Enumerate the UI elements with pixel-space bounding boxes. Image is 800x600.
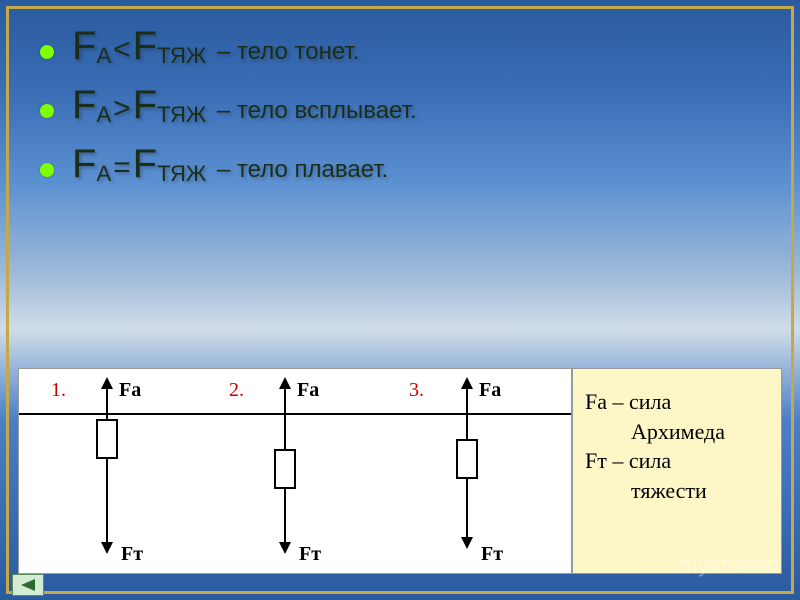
- rule-3-text: FА=FТЯЖ – тело плавает.: [72, 142, 388, 187]
- ft-sub: ТЯЖ: [157, 162, 206, 187]
- op: >: [111, 92, 133, 125]
- legend-ft-2: тяжести: [585, 476, 769, 506]
- legend-panel: Fa – сила Архимеда Fт – сила тяжести: [572, 368, 782, 574]
- bullet-icon: [40, 45, 54, 59]
- bullet-icon: [40, 104, 54, 118]
- fa-symbol: F: [72, 142, 96, 186]
- fa-symbol: F: [72, 24, 96, 68]
- ft-sub: ТЯЖ: [157, 102, 206, 127]
- arrow-up-icon: [461, 377, 473, 389]
- triangle-left-icon: [21, 579, 35, 591]
- bullet-icon: [40, 163, 54, 177]
- rule-desc: – тело всплывает.: [206, 97, 416, 124]
- ft-symbol: F: [133, 142, 157, 186]
- fa-symbol: F: [72, 83, 96, 127]
- bottom-panel: 1.FaFт2.FaFт3.FaFт Fa – сила Архимеда Fт…: [18, 368, 782, 574]
- rule-desc: – тело плавает.: [206, 156, 388, 183]
- back-button[interactable]: [12, 574, 44, 596]
- watermark-text: myshared: [679, 552, 780, 578]
- rule-3: FА=FТЯЖ – тело плавает.: [40, 142, 760, 187]
- ft-arrow-line: [466, 479, 468, 539]
- rule-1: FА<FТЯЖ – тело тонет.: [40, 24, 760, 69]
- ft-symbol: F: [133, 83, 157, 127]
- rule-2-text: FА>FТЯЖ – тело всплывает.: [72, 83, 417, 128]
- ft-symbol: F: [133, 24, 157, 68]
- arrow-down-icon: [461, 537, 473, 549]
- force-diagram: 1.FaFт2.FaFт3.FaFт: [18, 368, 572, 574]
- legend-fa-1: Fa – сила: [585, 387, 769, 417]
- floating-body: [456, 439, 478, 479]
- op: <: [111, 33, 133, 66]
- rule-desc: – тело тонет.: [206, 38, 359, 65]
- rules-block: FА<FТЯЖ – тело тонет. FА>FТЯЖ – тело всп…: [40, 14, 760, 202]
- fa-label: Fa: [479, 379, 501, 402]
- fa-sub: А: [96, 162, 111, 187]
- fa-sub: А: [96, 43, 111, 68]
- legend-ft-1: Fт – сила: [585, 446, 769, 476]
- fa-sub: А: [96, 102, 111, 127]
- rule-2: FА>FТЯЖ – тело всплывает.: [40, 83, 760, 128]
- op: =: [111, 151, 133, 184]
- legend-fa-2: Архимеда: [585, 417, 769, 447]
- rule-1-text: FА<FТЯЖ – тело тонет.: [72, 24, 359, 69]
- case-3: 3. Fa Fт: [19, 369, 571, 573]
- case-number: 3.: [409, 379, 424, 402]
- ft-label: Fт: [481, 543, 503, 566]
- ft-sub: ТЯЖ: [157, 43, 206, 68]
